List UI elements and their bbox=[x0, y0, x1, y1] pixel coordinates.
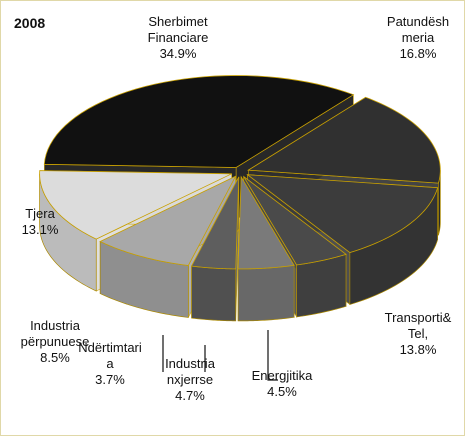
value-label: 16.8% bbox=[400, 46, 437, 61]
slice bbox=[243, 176, 347, 266]
slice bbox=[246, 174, 439, 253]
value-label: 13.8% bbox=[400, 342, 437, 357]
category-label: Sherbimet Financiare bbox=[148, 14, 209, 45]
slice-side bbox=[237, 264, 295, 322]
slice-side bbox=[191, 265, 237, 322]
chart-title: 2008 bbox=[14, 15, 45, 31]
category-label: Energjitika bbox=[252, 368, 313, 383]
slice bbox=[39, 170, 232, 240]
category-label: Industria nxjerrse bbox=[165, 356, 216, 387]
value-label: 8.5% bbox=[40, 350, 70, 365]
value-label: 34.9% bbox=[160, 46, 197, 61]
value-label: 4.7% bbox=[175, 388, 205, 403]
value-label: 4.5% bbox=[267, 384, 297, 399]
value-label: 3.7% bbox=[95, 372, 125, 387]
slice bbox=[43, 75, 355, 168]
slice bbox=[247, 96, 441, 184]
category-label: Transporti& Tel, bbox=[385, 310, 452, 341]
leader-line bbox=[267, 330, 278, 381]
slice bbox=[237, 175, 295, 270]
slice bbox=[190, 176, 240, 270]
category-label: Industria përpunuese bbox=[21, 318, 90, 349]
slice bbox=[99, 175, 237, 266]
category-label: Tjera bbox=[25, 206, 55, 221]
value-label: 13.1% bbox=[22, 222, 59, 237]
category-label: Ndërtimtari a bbox=[78, 340, 142, 371]
category-label: Patundësh meria bbox=[387, 14, 449, 45]
